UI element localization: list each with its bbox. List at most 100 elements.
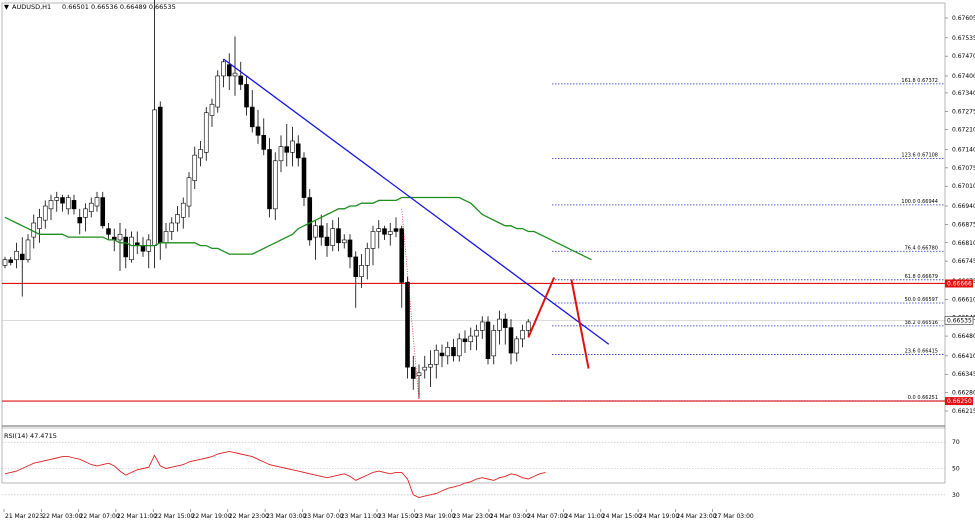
candle-body — [232, 72, 238, 77]
candle — [439, 344, 445, 368]
candle — [192, 146, 198, 190]
x-tick-label: 21 Mar 2023 — [5, 513, 43, 520]
y-tick-label: 0.66480 — [952, 333, 975, 340]
candle — [198, 140, 203, 167]
candle — [54, 191, 60, 212]
candle — [387, 222, 393, 246]
fib-label: 23.6 0.66415 — [905, 348, 938, 354]
y-tick-label: 0.66410 — [952, 353, 975, 360]
candle — [129, 231, 134, 263]
support-price-tag — [945, 397, 973, 406]
x-tick-label: 22 Mar 15:00 — [154, 513, 194, 520]
candle-body — [497, 318, 502, 331]
candle — [186, 172, 192, 218]
candle-body — [347, 239, 353, 258]
candle-body — [140, 245, 146, 252]
ohlc-values: 0.66501 0.66536 0.66489 0.66535 — [62, 3, 176, 11]
candle-body — [100, 197, 106, 227]
candle-body — [370, 231, 376, 249]
projection-up-arrow — [527, 277, 556, 338]
y-tick-label: 0.67470 — [952, 53, 975, 60]
candle — [451, 338, 456, 362]
candle-body — [255, 126, 261, 136]
fib-label: 50.0 0.66597 — [905, 297, 938, 303]
candle-body — [25, 239, 31, 261]
y-tick-label: 0.67275 — [952, 108, 975, 115]
candle-body — [514, 338, 520, 354]
candle-body — [479, 321, 485, 331]
candle-body — [48, 200, 54, 210]
fib-label: 123.6 0.67108 — [901, 153, 938, 159]
candle — [284, 124, 290, 167]
candle-body — [502, 318, 508, 328]
candle-body — [175, 214, 180, 224]
candle-body — [244, 84, 249, 108]
candle — [364, 242, 370, 280]
candle-body — [485, 321, 491, 359]
fib-label: 161.8 0.67372 — [901, 78, 938, 84]
candle-body — [238, 75, 244, 85]
candle-body — [433, 349, 439, 365]
y-tick-label: 0.66745 — [952, 258, 975, 265]
x-tick-label: 24 Mar 15:00 — [602, 513, 642, 520]
candle — [347, 234, 353, 269]
candle-body — [295, 143, 301, 159]
moving-average-line — [4, 196, 592, 261]
candle-body — [2, 259, 8, 266]
y-tick-label: 0.67535 — [952, 35, 975, 42]
candle-body — [468, 335, 474, 343]
candle — [37, 208, 42, 243]
candle-body — [106, 228, 111, 235]
candle-body — [88, 202, 94, 212]
candle — [479, 316, 485, 339]
candle — [330, 220, 336, 252]
candle-body — [416, 372, 422, 376]
candle — [209, 98, 215, 127]
candle-body — [359, 265, 364, 278]
candle-body — [508, 327, 514, 354]
candle — [301, 152, 307, 207]
candle — [399, 225, 405, 308]
candle — [60, 194, 65, 212]
candle-body — [410, 366, 416, 379]
candle — [428, 350, 433, 387]
candle-body — [180, 202, 186, 218]
candle — [180, 197, 186, 229]
candle — [359, 254, 364, 289]
candle-body — [318, 225, 324, 238]
candle-body — [341, 239, 347, 244]
y-tick-label: 0.66215 — [952, 408, 975, 415]
header-arrow-icon[interactable]: ▼ — [4, 3, 9, 11]
candle — [88, 197, 94, 218]
candle — [508, 319, 514, 365]
candle-body — [198, 149, 203, 159]
candle-body — [123, 236, 129, 258]
x-tick-label: 24 Mar 23:00 — [676, 513, 716, 520]
candle — [313, 220, 318, 260]
candle — [416, 364, 422, 399]
candle — [117, 222, 123, 272]
y-tick-label: 0.67140 — [952, 146, 975, 153]
support-price-tag — [945, 279, 973, 288]
candle-body — [117, 233, 123, 241]
candle-body — [37, 217, 42, 229]
candle — [272, 152, 278, 221]
candle-body — [393, 228, 399, 232]
candle — [77, 208, 83, 235]
symbol-label: AUDUSD,H1 — [12, 3, 51, 11]
candle-body — [226, 64, 232, 77]
rsi-tick-label: 50 — [952, 466, 960, 473]
rsi-label: RSI(14) 47.4715 — [4, 432, 57, 440]
candle-body — [278, 146, 284, 162]
candle — [157, 101, 163, 260]
candle-body — [261, 135, 267, 150]
candle — [123, 228, 129, 269]
candle-body — [474, 330, 479, 337]
candle — [382, 225, 387, 240]
x-tick-label: 23 Mar 19:00 — [415, 513, 455, 520]
candle-body — [249, 106, 255, 128]
y-tick-label: 0.66280 — [952, 390, 975, 397]
x-tick-label: 22 Mar 11:00 — [117, 513, 157, 520]
fib-label: 61.8 0.66679 — [905, 274, 938, 280]
